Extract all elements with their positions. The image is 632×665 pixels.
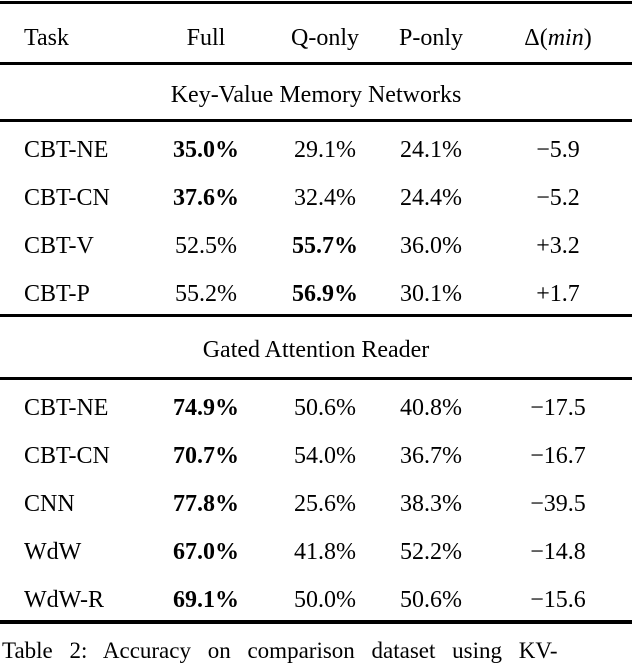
table-row: CNN 77.8% 25.6% 38.3% −39.5 [0,476,632,524]
table-row: CBT-CN 37.6% 32.4% 24.4% −5.2 [0,170,632,218]
delta-cell: −16.7 [530,443,586,469]
delta-prefix: Δ( [524,25,548,51]
q-only-cell: 41.8% [294,539,356,565]
p-only-cell: 36.7% [400,443,462,469]
delta-cell: −15.6 [530,587,586,613]
full-cell: 52.5% [175,233,237,259]
p-only-cell: 52.2% [400,539,462,565]
full-cell: 69.1% [173,587,239,613]
section-title-text: Gated Attention Reader [202,336,430,363]
p-only-cell: 50.6% [400,587,462,613]
delta-cell: −5.2 [536,185,580,211]
task-cell: CBT-V [24,233,94,259]
delta-cell: −39.5 [530,491,586,517]
full-cell: 70.7% [173,443,239,469]
delta-cell: −17.5 [530,395,586,421]
section-title-key-value-memory-networks: Key-Value Memory Networks [0,65,632,119]
q-only-cell: 50.0% [294,587,356,613]
section-rows-key-value: CBT-NE 35.0% 29.1% 24.1% −5.9 CBT-CN 37.6% 32.4… [0,122,632,314]
task-cell: CBT-NE [24,395,109,421]
table-row: WdW-R 69.1% 50.0% 50.6% −15.6 [0,572,632,620]
p-only-cell: 24.4% [400,185,462,211]
q-only-cell: 32.4% [294,185,356,211]
full-cell: 37.6% [173,185,239,211]
p-only-cell: 36.0% [400,233,462,259]
task-cell: CBT-NE [24,137,109,163]
task-cell: WdW [24,539,82,565]
delta-cell: +3.2 [536,233,580,259]
section-rows-gated-attention: CBT-NE 74.9% 50.6% 40.8% −17.5 CBT-CN 70.7% 54.… [0,380,632,620]
task-cell: CBT-P [24,281,90,307]
task-cell: CBT-CN [24,443,110,469]
q-only-cell: 50.6% [294,395,356,421]
p-only-cell: 40.8% [400,395,462,421]
table-top-rule [0,1,632,4]
column-header-p-only: P-only [398,25,463,51]
delta-suffix: ) [583,25,592,51]
column-header-full: Full [186,25,226,51]
p-only-cell: 38.3% [400,491,462,517]
full-cell: 74.9% [173,395,239,421]
table-row: WdW 67.0% 41.8% 52.2% −14.8 [0,524,632,572]
full-cell: 35.0% [173,137,239,163]
q-only-cell: 54.0% [294,443,356,469]
table-header-rule [0,62,632,65]
full-cell: 67.0% [173,539,239,565]
q-only-cell: 56.9% [292,281,358,307]
section-title-text: Key-Value Memory Networks [170,81,462,108]
task-cell: WdW-R [24,587,104,613]
table-caption: Table 2: Accuracy on comparison dataset … [2,638,558,663]
delta-cell: +1.7 [536,281,580,307]
column-header-task: Task [24,25,69,51]
table-row: CBT-P 55.2% 56.9% 30.1% +1.7 [0,266,632,314]
p-only-cell: 24.1% [400,137,462,163]
task-cell: CBT-CN [24,185,110,211]
full-cell: 55.2% [175,281,237,307]
table-row: CBT-NE 35.0% 29.1% 24.1% −5.9 [0,122,632,170]
p-only-cell: 30.1% [400,281,462,307]
task-cell: CNN [24,491,75,517]
column-header-q-only: Q-only [291,25,359,51]
table-header-row: Task Full Q-only P-only Δ(min) [0,4,632,62]
table-row: CBT-CN 70.7% 54.0% 36.7% −16.7 [0,428,632,476]
q-only-cell: 29.1% [294,137,356,163]
table-row: CBT-V 52.5% 55.7% 36.0% +3.2 [0,218,632,266]
table-section-rule [0,314,632,317]
delta-cell: −14.8 [530,539,586,565]
delta-cell: −5.9 [536,137,580,163]
column-header-delta-min: Δ(min) [484,26,632,50]
section-title-gated-attention-reader: Gated Attention Reader [0,317,632,377]
delta-min-italic: min [547,25,584,51]
table-bottom-rule [0,620,632,624]
table-section-rule [0,377,632,380]
table-section-rule [0,119,632,122]
q-only-cell: 25.6% [294,491,356,517]
q-only-cell: 55.7% [292,233,358,259]
table-row: CBT-NE 74.9% 50.6% 40.8% −17.5 [0,380,632,428]
full-cell: 77.8% [173,491,239,517]
